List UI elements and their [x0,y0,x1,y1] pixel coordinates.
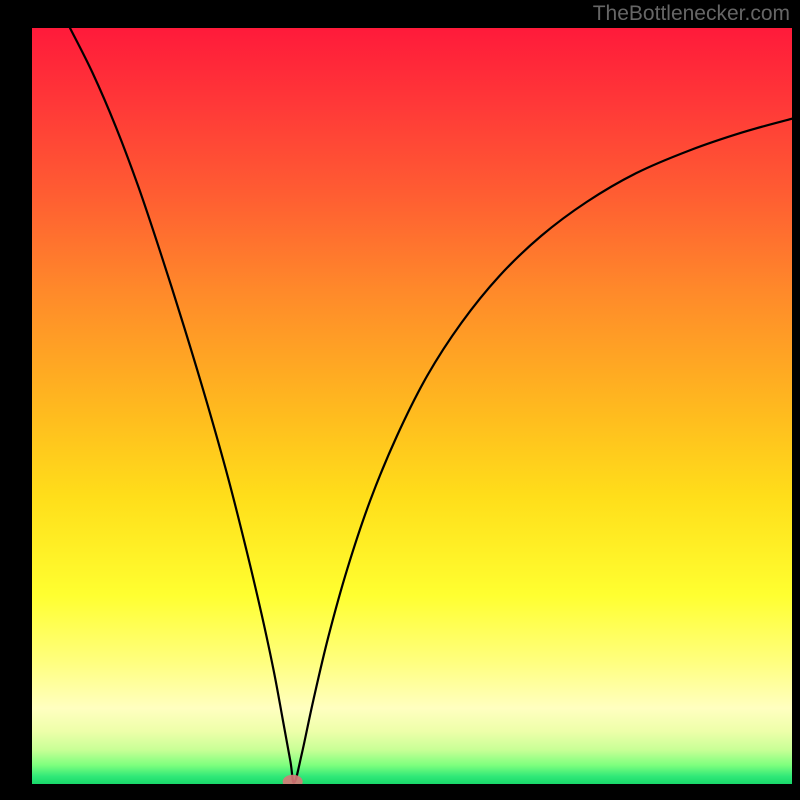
plot-area [32,28,792,784]
bottleneck-curve [70,28,792,783]
optimal-point-marker [283,775,303,784]
plot-svg [32,28,792,784]
watermark-text: TheBottlenecker.com [593,2,790,26]
